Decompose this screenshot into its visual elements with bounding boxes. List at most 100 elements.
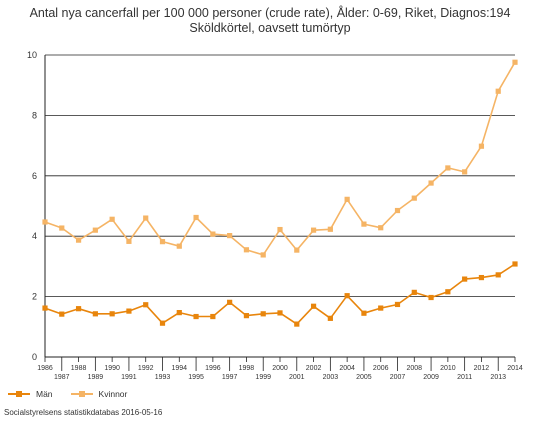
data-point bbox=[75, 306, 82, 312]
legend-label: Män bbox=[36, 389, 53, 399]
x-tick-label: 2010 bbox=[440, 365, 456, 372]
data-point bbox=[176, 243, 182, 249]
x-tick-label: 1990 bbox=[104, 365, 120, 372]
data-point bbox=[59, 225, 65, 231]
data-point bbox=[126, 308, 132, 314]
legend: Män Kvinnor bbox=[8, 389, 145, 399]
chart-title: Antal nya cancerfall per 100 000 persone… bbox=[29, 6, 511, 35]
x-tick-label: 1991 bbox=[121, 374, 137, 381]
x-tick-labels: 1986198719881989199019911992199319941995… bbox=[37, 365, 523, 381]
data-point bbox=[327, 315, 333, 321]
data-point bbox=[227, 232, 233, 239]
data-point bbox=[193, 313, 199, 320]
data-point bbox=[445, 165, 451, 171]
data-point bbox=[277, 310, 283, 316]
data-point bbox=[159, 239, 166, 245]
data-point bbox=[478, 143, 485, 149]
x-tick-label: 2008 bbox=[406, 365, 422, 372]
x-tick-label: 2001 bbox=[289, 374, 305, 381]
series-line-kvinnor bbox=[44, 61, 516, 256]
x-tick-label: 2014 bbox=[507, 365, 523, 372]
x-tick-label: 2012 bbox=[474, 365, 490, 372]
data-point bbox=[310, 303, 317, 309]
data-point bbox=[42, 219, 48, 225]
legend-swatch bbox=[8, 390, 30, 398]
data-point bbox=[411, 289, 417, 295]
data-point bbox=[478, 274, 485, 281]
data-point bbox=[277, 226, 283, 233]
data-point bbox=[227, 299, 233, 305]
axes bbox=[44, 55, 516, 371]
data-point bbox=[260, 252, 266, 258]
data-point bbox=[109, 216, 115, 222]
x-tick-label: 1999 bbox=[255, 374, 271, 381]
data-point bbox=[109, 311, 115, 317]
data-point bbox=[411, 195, 417, 201]
x-tick-label: 1986 bbox=[37, 365, 53, 372]
data-point bbox=[260, 311, 266, 317]
data-point bbox=[159, 320, 166, 326]
legend-swatch bbox=[70, 390, 93, 398]
x-tick-label: 1987 bbox=[54, 374, 70, 381]
x-tick-label: 2006 bbox=[373, 365, 389, 372]
x-tick-label: 2004 bbox=[339, 365, 355, 372]
data-point bbox=[294, 247, 300, 253]
data-point bbox=[512, 261, 518, 267]
source-note: Socialstyrelsens statistikdatabas 2016-0… bbox=[4, 408, 163, 417]
data-point bbox=[310, 227, 317, 233]
data-point bbox=[495, 88, 501, 94]
legend-label: Kvinnor bbox=[98, 389, 128, 399]
data-point bbox=[378, 305, 384, 311]
y-tick-label: 10 bbox=[27, 50, 37, 60]
data-point bbox=[176, 310, 182, 316]
data-point bbox=[428, 180, 434, 186]
data-point bbox=[243, 247, 250, 253]
data-point bbox=[126, 238, 132, 244]
y-tick-label: 4 bbox=[32, 231, 37, 241]
x-tick-label: 2005 bbox=[356, 374, 372, 381]
x-tick-label: 1995 bbox=[188, 374, 204, 381]
data-point bbox=[210, 231, 216, 237]
data-point bbox=[462, 169, 468, 175]
x-tick-label: 2011 bbox=[457, 374, 472, 381]
data-point bbox=[394, 207, 401, 214]
x-tick-label: 1993 bbox=[155, 374, 171, 381]
x-tick-label: 2009 bbox=[423, 374, 439, 381]
x-tick-label: 1996 bbox=[205, 365, 221, 372]
data-point bbox=[92, 227, 98, 233]
y-tick-labels: 0 2 4 6 8 10 bbox=[27, 50, 37, 362]
y-tick-label: 8 bbox=[32, 110, 37, 120]
data-point bbox=[361, 310, 367, 316]
x-tick-label: 1992 bbox=[138, 365, 154, 372]
x-tick-label: 1997 bbox=[222, 374, 238, 381]
x-tick-label: 1998 bbox=[239, 365, 255, 372]
x-tick-label: 2000 bbox=[272, 365, 288, 372]
data-point bbox=[394, 301, 401, 308]
data-point bbox=[344, 293, 350, 299]
data-point bbox=[378, 225, 384, 231]
legend-item: Kvinnor bbox=[70, 389, 128, 399]
x-tick-label: 2007 bbox=[390, 374, 406, 381]
data-point bbox=[92, 311, 98, 317]
data-point bbox=[344, 196, 350, 202]
y-tick-label: 0 bbox=[32, 352, 37, 362]
data-point bbox=[210, 313, 216, 320]
data-point bbox=[42, 305, 48, 311]
x-tick-label: 2002 bbox=[306, 365, 322, 372]
data-point bbox=[361, 221, 367, 227]
data-point bbox=[512, 59, 518, 65]
data-point bbox=[294, 321, 300, 327]
data-point bbox=[495, 272, 501, 278]
data-point bbox=[75, 237, 82, 243]
data-point bbox=[462, 276, 468, 282]
legend-item: Män bbox=[8, 389, 53, 399]
y-tick-label: 2 bbox=[32, 292, 37, 302]
data-point bbox=[243, 313, 250, 319]
x-tick-label: 1988 bbox=[71, 365, 87, 372]
series-lines bbox=[42, 59, 518, 327]
y-tick-label: 6 bbox=[32, 171, 37, 181]
data-point bbox=[59, 311, 65, 317]
data-point bbox=[428, 294, 434, 301]
x-tick-label: 2003 bbox=[323, 374, 339, 381]
